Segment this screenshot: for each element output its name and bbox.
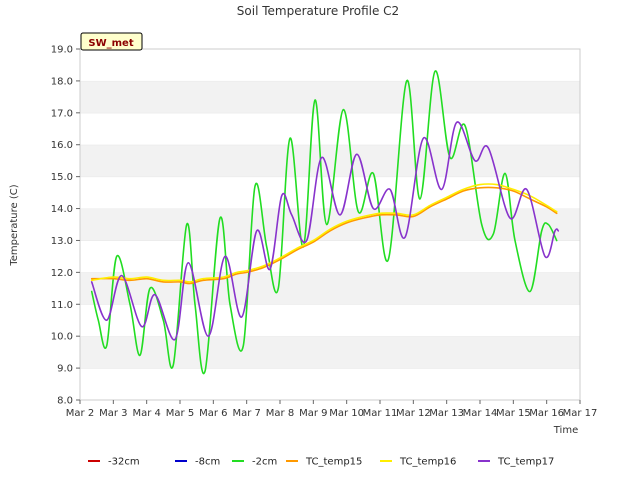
station-badge: SW_met [80, 32, 143, 51]
x-tick-label: Mar 3 [99, 408, 127, 419]
x-tick-label: Mar 16 [529, 408, 564, 419]
x-tick-label: Mar 10 [329, 408, 364, 419]
y-tick-label: 15.0 [51, 172, 73, 183]
x-tick-label: Mar 12 [396, 408, 431, 419]
series-line-tc-temp16 [90, 183, 558, 283]
y-tick-label: 10.0 [51, 332, 73, 343]
x-tick-label: Mar 8 [266, 408, 294, 419]
y-tick-label: 8.0 [57, 396, 73, 407]
station-badge-box [80, 32, 143, 51]
grid-band [80, 144, 580, 177]
x-tick-label: Mar 7 [232, 408, 260, 419]
x-tick-label: Mar 4 [132, 408, 160, 419]
grid-band [80, 49, 580, 81]
grid-band [80, 80, 580, 113]
x-tick-label: Mar 11 [363, 408, 398, 419]
x-tick-label: Mar 2 [66, 408, 94, 419]
chart-title: Soil Temperature Profile C2 [237, 4, 399, 18]
grid-band [80, 368, 580, 400]
legend-label-tc-temp15: TC_temp15 [305, 457, 362, 468]
y-tick-label: 18.0 [51, 76, 73, 87]
y-tick-label: 17.0 [51, 108, 73, 119]
legend-label-8cm: -8cm [195, 457, 220, 468]
y-tick-label: 9.0 [57, 364, 73, 375]
series-line-2cm [90, 70, 558, 375]
y-tick-label: 14.0 [51, 204, 73, 215]
x-tick-label: Mar 9 [299, 408, 327, 419]
legend-label-2cm: -2cm [252, 457, 277, 468]
grid-band [80, 336, 580, 369]
legend-label-32cm: -32cm [108, 457, 140, 468]
legend-label-tc-temp16: TC_temp16 [399, 457, 456, 468]
series-line-tc-temp17 [90, 121, 560, 341]
plot-frame [79, 48, 581, 401]
x-tick-label: Mar 15 [496, 408, 531, 419]
legend: -32cm -8cm -2cm TC_temp15 TC_temp16 TC_temp17 [88, 457, 554, 468]
x-axis: Mar 2 Mar 3 Mar 4 Mar 5 Mar 6 Mar 7 Mar 8 Mar 9… [66, 400, 598, 419]
y-tick-label: 16.0 [51, 140, 73, 151]
grid-band [80, 272, 580, 305]
y-tick-label: 19.0 [51, 45, 73, 56]
legend-label-tc-temp17: TC_temp17 [497, 457, 554, 468]
grid-band [80, 112, 580, 145]
y-tick-label: 13.0 [51, 236, 73, 247]
series-layer [90, 70, 560, 375]
grid-bands [80, 48, 580, 400]
y-axis-label: Temperature (C) [9, 184, 20, 266]
x-tick-label: Mar 6 [199, 408, 227, 419]
x-tick-label: Mar 17 [563, 408, 598, 419]
station-badge-label: SW_met [88, 38, 133, 49]
x-tick-label: Mar 13 [429, 408, 464, 419]
y-axis: 8.0 9.0 10.0 11.0 12.0 13.0 14.0 15.0 16.0 17.0 18… [51, 45, 80, 407]
y-tick-label: 12.0 [51, 268, 73, 279]
series-line-tc-temp15 [90, 186, 558, 285]
x-tick-label: Mar 5 [166, 408, 194, 419]
grid-band [80, 240, 580, 273]
y-tick-label: 11.0 [51, 300, 73, 311]
x-axis-label: Time [553, 425, 578, 436]
x-tick-label: Mar 14 [463, 408, 498, 419]
grid-band [80, 304, 580, 337]
